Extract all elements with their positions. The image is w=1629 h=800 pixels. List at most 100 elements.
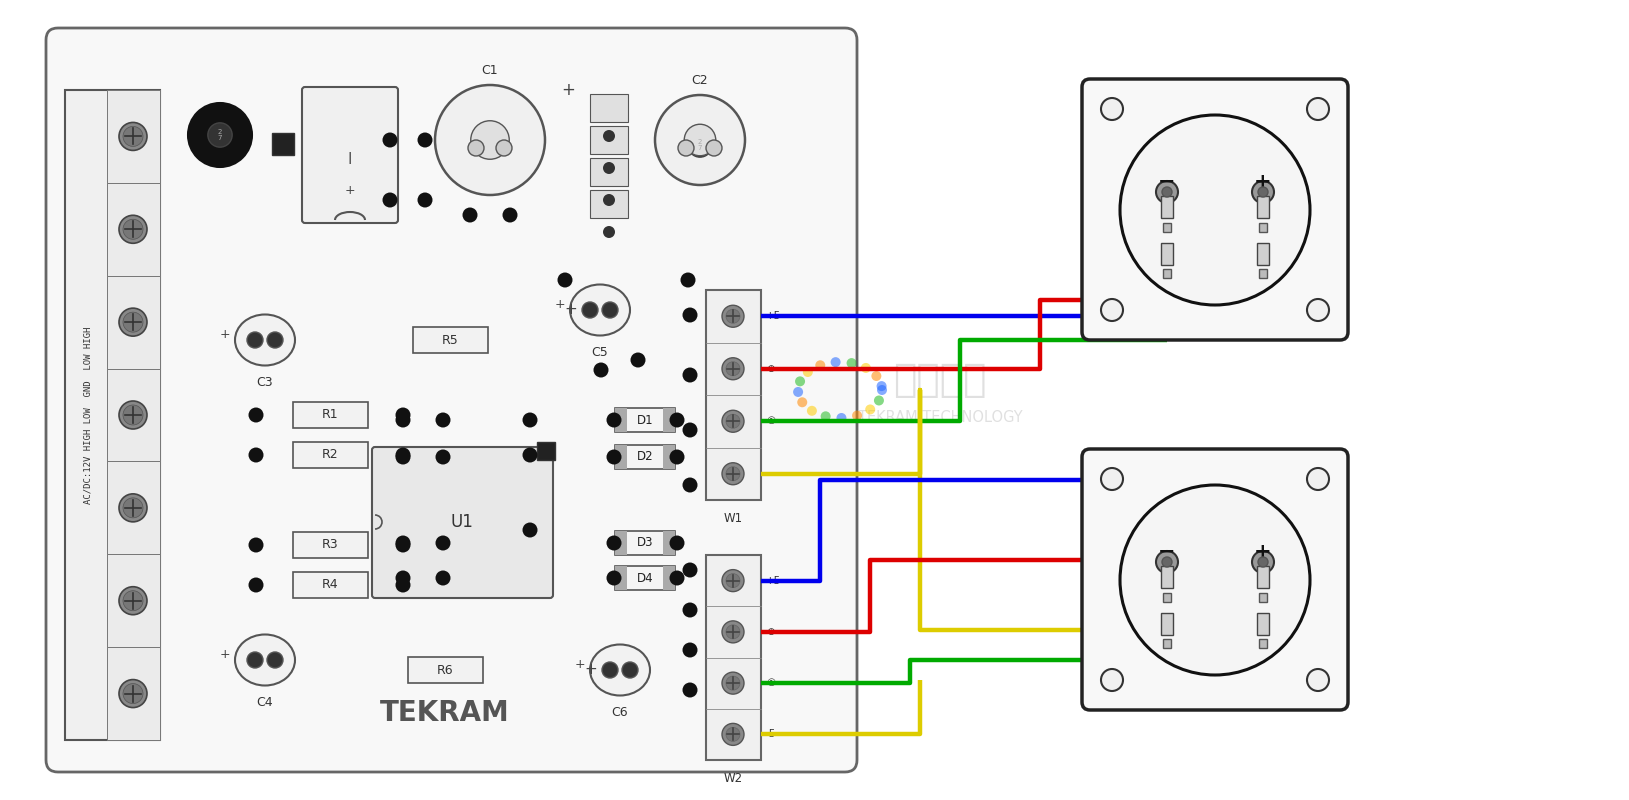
Circle shape [523,413,538,427]
FancyBboxPatch shape [301,87,397,223]
Circle shape [873,395,885,406]
Circle shape [603,302,617,318]
Circle shape [803,367,813,377]
Text: D4: D4 [637,571,653,585]
Bar [108,90,160,183]
Circle shape [593,362,609,378]
Circle shape [683,682,697,698]
Bar [1163,223,1171,232]
Circle shape [248,332,262,348]
Circle shape [603,162,616,174]
Circle shape [435,570,451,586]
Bar [590,190,629,218]
Circle shape [722,723,744,746]
Circle shape [1258,557,1267,567]
Text: R6: R6 [437,663,453,677]
Bar [108,369,160,462]
Circle shape [119,215,147,243]
Circle shape [1253,551,1274,573]
Bar [108,462,160,554]
Circle shape [124,405,143,425]
Text: D2: D2 [637,450,653,463]
Circle shape [606,570,622,586]
Circle shape [683,367,697,382]
Circle shape [1161,557,1171,567]
Circle shape [1101,299,1122,321]
Text: ①: ① [766,416,775,426]
Text: C5: C5 [591,346,608,358]
Circle shape [727,362,740,376]
Circle shape [603,226,616,238]
Bar [65,90,160,740]
Circle shape [727,574,740,588]
Circle shape [670,535,684,550]
Circle shape [814,360,826,370]
Bar [1259,639,1267,648]
Circle shape [468,140,484,156]
Circle shape [267,332,283,348]
Text: R2: R2 [321,449,339,462]
Bar [1161,243,1173,265]
Circle shape [267,652,283,668]
Bar [407,657,484,683]
Circle shape [722,672,744,694]
Circle shape [606,535,622,550]
Circle shape [727,727,740,742]
Circle shape [821,411,831,422]
Bar [616,566,627,590]
Circle shape [383,193,397,207]
Circle shape [1161,187,1171,197]
FancyBboxPatch shape [1082,449,1349,710]
Text: +: + [555,298,565,310]
Circle shape [872,371,881,381]
Circle shape [678,140,694,156]
Circle shape [684,124,715,156]
Text: C3: C3 [257,375,274,389]
Circle shape [876,385,888,395]
Circle shape [495,140,512,156]
Circle shape [249,538,264,553]
Circle shape [435,85,546,195]
Circle shape [722,621,744,643]
Circle shape [1157,551,1178,573]
Circle shape [806,406,816,416]
Text: +5: +5 [766,576,782,586]
Circle shape [119,494,147,522]
Circle shape [396,570,411,586]
Circle shape [847,358,857,368]
Circle shape [119,122,147,150]
Circle shape [124,683,143,703]
Circle shape [722,358,744,380]
Bar [1161,613,1173,635]
Bar [1161,196,1173,218]
Text: +: + [1254,172,1272,192]
Circle shape [852,410,862,421]
Circle shape [630,353,645,367]
Circle shape [1306,468,1329,490]
Circle shape [435,450,451,465]
Circle shape [622,662,639,678]
Bar [108,183,160,276]
Text: W1: W1 [723,511,743,525]
Text: +: + [560,81,575,99]
Circle shape [606,413,622,427]
FancyBboxPatch shape [1082,79,1349,340]
Text: C2: C2 [692,74,709,87]
Circle shape [396,407,411,422]
Ellipse shape [235,314,295,366]
FancyBboxPatch shape [371,447,552,598]
Circle shape [248,652,262,668]
Circle shape [1157,181,1178,203]
Circle shape [1101,98,1122,120]
Text: 2
7: 2 7 [697,138,702,151]
Circle shape [435,413,451,427]
Text: R1: R1 [321,409,339,422]
Text: R4: R4 [321,578,339,591]
Bar [663,566,674,590]
Text: TEKRAM TECHNOLOGY: TEKRAM TECHNOLOGY [858,410,1023,426]
Circle shape [124,126,143,146]
Ellipse shape [570,285,630,335]
Text: W2: W2 [723,771,743,785]
Bar [705,290,761,500]
Circle shape [1121,115,1310,305]
